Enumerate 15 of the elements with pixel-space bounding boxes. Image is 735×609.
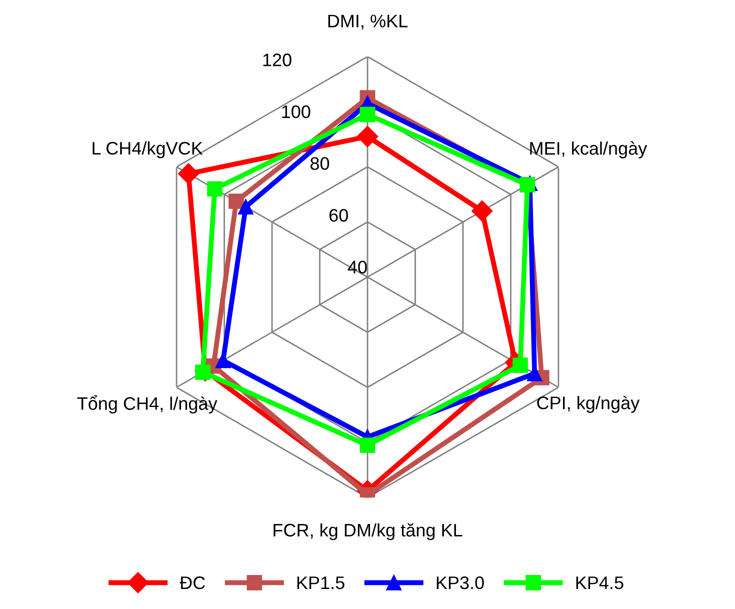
y-tick-label: 120 <box>263 54 292 66</box>
spoke-label: L CH4/kgVCK <box>92 141 203 158</box>
y-tick-label: 40 <box>348 260 367 274</box>
y-tick-label: 60 <box>329 208 348 222</box>
spoke-label: MEI, kcal/ngày <box>530 141 648 158</box>
legend-label: KP3.0 <box>436 576 484 590</box>
legend-label: KP4.5 <box>576 576 624 590</box>
spoke-label: CPI, kg/ngày <box>537 396 640 413</box>
y-tick-label: 100 <box>282 105 310 118</box>
y-tick-label: 80 <box>310 157 330 170</box>
spoke-label: DMI, %KL <box>328 14 408 30</box>
legend-label: KP1.5 <box>297 576 344 590</box>
spoke-label: Tổng CH4, l/ngày <box>77 395 218 414</box>
spoke-label: FCR, kg DM/kg tăng KL <box>274 523 462 540</box>
legend-label: ĐC <box>180 576 205 590</box>
